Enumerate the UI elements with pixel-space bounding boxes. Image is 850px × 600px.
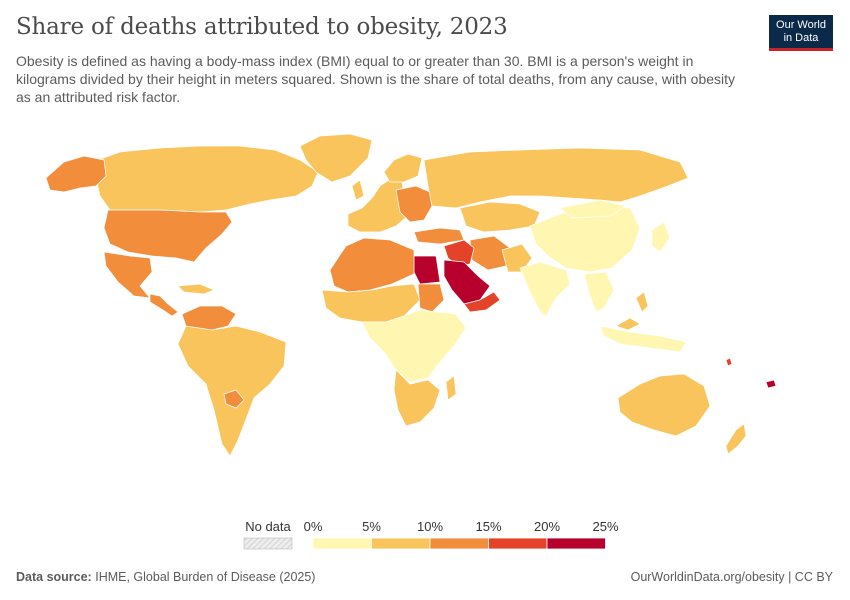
map-legend: No data 0% 5% 10% 15% 20% 25% xyxy=(243,519,619,550)
legend-tick-label: 5% xyxy=(362,519,381,534)
legend-tick-label: 15% xyxy=(475,519,501,534)
region-central-america[interactable] xyxy=(149,293,179,317)
region-southeast-asia[interactable] xyxy=(583,271,615,313)
legend-no-data-label: No data xyxy=(245,519,291,534)
legend-tick-label: 10% xyxy=(417,519,443,534)
legend-bin-2[interactable] xyxy=(429,537,489,550)
chart-subtitle: Obesity is defined as having a body-mass… xyxy=(16,53,736,105)
region-pacific-islands[interactable] xyxy=(725,357,733,367)
owid-logo[interactable]: Our World in Data xyxy=(769,15,833,51)
country-canada[interactable] xyxy=(91,145,319,213)
source-text: IHME, Global Burden of Disease (2025) xyxy=(95,570,316,584)
country-turkey[interactable] xyxy=(413,227,465,245)
legend-tick-label: 25% xyxy=(592,519,618,534)
country-iraq-syria[interactable] xyxy=(443,239,475,267)
chart-title: Share of deaths attributed to obesity, 2… xyxy=(16,14,508,40)
country-mexico[interactable] xyxy=(103,251,153,299)
country-egypt[interactable] xyxy=(413,255,441,285)
legend-tick-label: 0% xyxy=(304,519,323,534)
country-russia[interactable] xyxy=(423,147,689,209)
country-philippines[interactable] xyxy=(635,291,649,313)
legend-color-scale: 0% 5% 10% 15% 20% 25% xyxy=(304,519,619,550)
logo-line-2: in Data xyxy=(783,32,819,44)
country-iran[interactable] xyxy=(469,235,511,271)
country-oman-yemen[interactable] xyxy=(463,291,501,313)
country-fiji[interactable] xyxy=(765,379,777,389)
region-scandinavia[interactable] xyxy=(383,153,423,183)
country-usa[interactable] xyxy=(103,209,233,263)
country-madagascar[interactable] xyxy=(445,375,457,401)
region-north-africa[interactable] xyxy=(329,237,415,293)
country-sudan[interactable] xyxy=(417,283,445,313)
region-sahel-west-africa[interactable] xyxy=(321,283,421,323)
region-caribbean[interactable] xyxy=(177,283,215,295)
region-central-east-africa[interactable] xyxy=(361,309,467,383)
region-southern-africa[interactable] xyxy=(393,369,441,427)
country-paraguay[interactable] xyxy=(223,389,245,409)
legend-no-data-swatch xyxy=(243,537,293,550)
country-kazakhstan[interactable] xyxy=(459,201,541,233)
country-malaysia[interactable] xyxy=(615,317,641,331)
footer-source: Data source: IHME, Global Burden of Dise… xyxy=(16,570,315,584)
legend-bin-1[interactable] xyxy=(371,537,431,550)
country-alaska[interactable] xyxy=(45,155,107,193)
legend-bin-4[interactable] xyxy=(546,537,606,550)
country-japan-korea[interactable] xyxy=(651,221,671,253)
footer-url[interactable]: OurWorldinData.org/obesity | CC BY xyxy=(630,570,833,584)
country-india[interactable] xyxy=(519,261,571,317)
source-label: Data source: xyxy=(16,570,92,584)
region-eastern-europe[interactable] xyxy=(395,185,433,223)
country-greenland[interactable] xyxy=(299,133,373,183)
world-map[interactable] xyxy=(0,130,850,510)
country-indonesia[interactable] xyxy=(599,325,687,353)
country-new-zealand[interactable] xyxy=(725,423,747,455)
logo-line-1: Our World xyxy=(776,19,826,31)
country-uk[interactable] xyxy=(351,179,365,201)
country-pakistan-afghanistan[interactable] xyxy=(501,243,533,273)
legend-tick-label: 20% xyxy=(534,519,560,534)
legend-bin-3[interactable] xyxy=(488,537,548,550)
country-mongolia[interactable] xyxy=(559,199,627,219)
country-australia[interactable] xyxy=(617,373,711,437)
legend-bin-0[interactable] xyxy=(312,537,372,550)
